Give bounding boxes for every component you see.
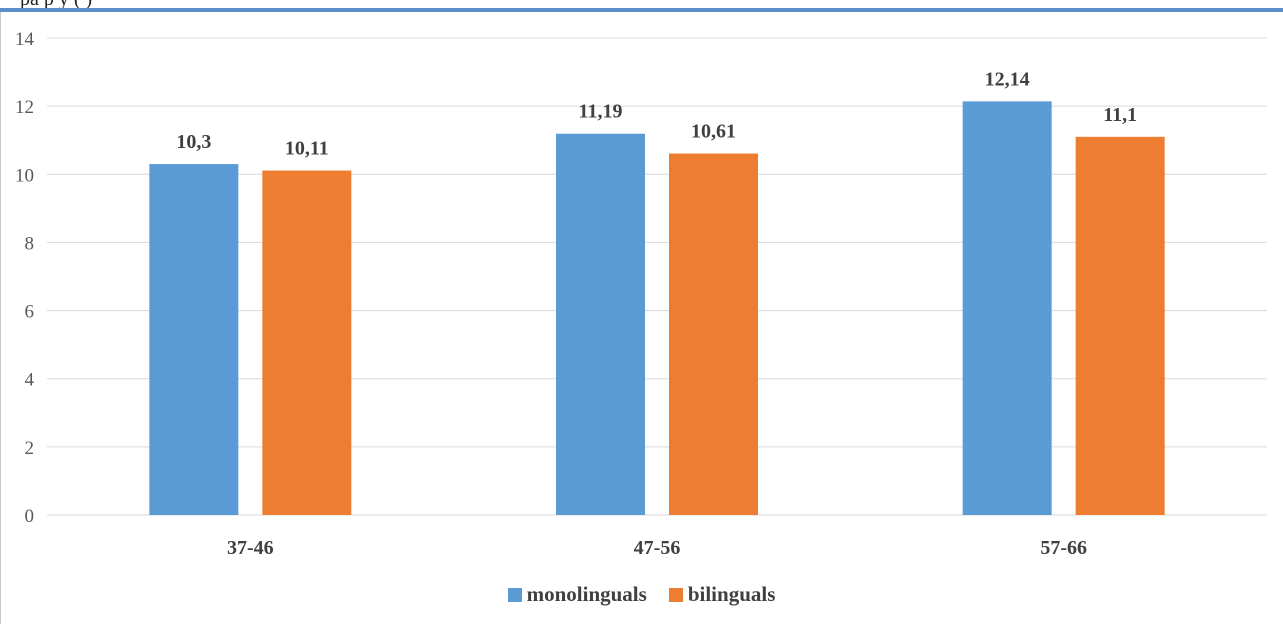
- y-tick-label-6: 6: [25, 302, 35, 323]
- legend-swatch-monolinguals: [507, 587, 522, 602]
- bar-monolinguals-37-46: [149, 164, 239, 516]
- y-tick-label-12: 12: [15, 97, 34, 118]
- data-label-bilinguals-47-56: 10,61: [691, 121, 736, 143]
- clipped-caption-fragment: pa p y ( ): [20, 0, 92, 11]
- header-rule: [0, 8, 1283, 12]
- data-label-monolinguals-57-66: 12,14: [985, 68, 1030, 90]
- data-label-bilinguals-57-66: 11,1: [1103, 104, 1137, 126]
- y-tick-label-2: 2: [25, 438, 35, 459]
- y-tick-label-4: 4: [25, 370, 35, 391]
- y-tick-label-10: 10: [15, 165, 34, 186]
- data-label-bilinguals-37-46: 10,11: [285, 138, 329, 160]
- legend-label-monolinguals: monolinguals: [526, 582, 647, 606]
- bar-bilinguals-37-46: [262, 170, 352, 516]
- bar-monolinguals-57-66: [962, 101, 1052, 515]
- legend-label-bilinguals: bilinguals: [687, 582, 776, 606]
- y-tick-label-0: 0: [25, 506, 35, 527]
- y-tick-label-14: 14: [15, 29, 35, 50]
- frame-left-border: [0, 12, 1, 624]
- legend-item-monolinguals: monolinguals: [507, 582, 647, 607]
- data-label-monolinguals-37-46: 10,3: [176, 131, 211, 153]
- bar-bilinguals-47-56: [669, 153, 758, 515]
- x-category-label-57-66: 57-66: [1040, 537, 1087, 559]
- y-tick-label-8: 8: [25, 233, 35, 254]
- bar-monolinguals-47-56: [556, 133, 645, 515]
- legend-item-bilinguals: bilinguals: [668, 582, 776, 607]
- bar-bilinguals-57-66: [1075, 136, 1165, 516]
- data-label-monolinguals-47-56: 11,19: [579, 101, 623, 123]
- x-category-label-37-46: 37-46: [227, 537, 274, 559]
- x-category-label-47-56: 47-56: [634, 537, 681, 559]
- legend-swatch-bilinguals: [668, 587, 683, 602]
- legend: monolinguals bilinguals: [0, 582, 1283, 607]
